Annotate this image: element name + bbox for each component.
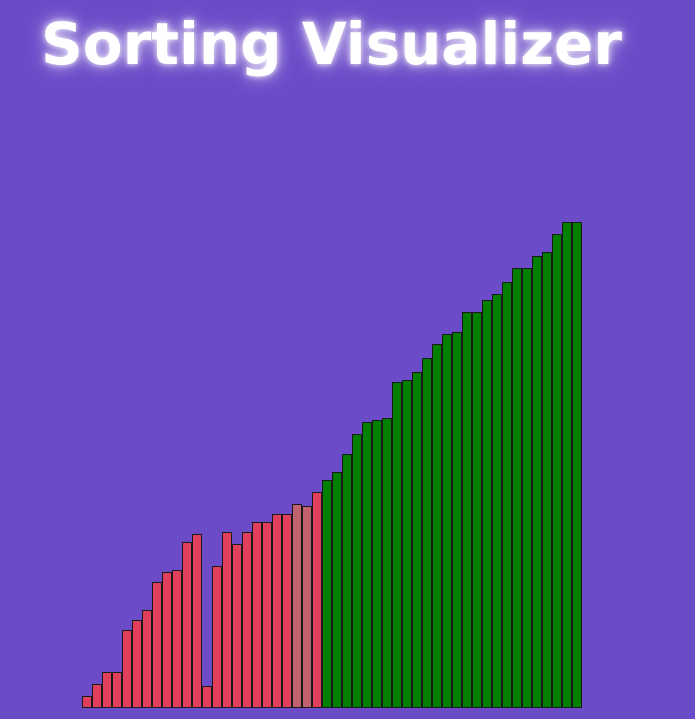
array-bar — [562, 222, 572, 708]
array-bar — [322, 480, 332, 708]
array-bar — [122, 630, 132, 708]
array-bar — [482, 300, 492, 708]
array-bar — [312, 492, 322, 708]
array-bar — [202, 686, 212, 708]
array-bar — [242, 532, 252, 708]
array-bar — [462, 312, 472, 708]
array-bar — [492, 294, 502, 708]
array-bar — [502, 282, 512, 708]
array-bar — [402, 380, 412, 708]
array-bar — [512, 268, 522, 708]
page-title: Sorting Visualizer — [41, 10, 622, 78]
array-bar — [102, 672, 112, 708]
array-bar — [342, 454, 352, 708]
array-bar — [382, 418, 392, 708]
array-bar — [352, 434, 362, 708]
array-bar — [162, 572, 172, 708]
array-bar — [132, 620, 142, 708]
array-bar — [392, 382, 402, 708]
array-bar — [92, 684, 102, 708]
array-bar — [442, 334, 452, 708]
array-bar — [232, 544, 242, 708]
array-bar — [542, 252, 552, 708]
array-bar — [532, 256, 542, 708]
array-bar — [82, 696, 92, 708]
array-bar — [362, 422, 372, 708]
array-bar — [212, 566, 222, 708]
array-bar — [252, 522, 262, 708]
array-bar — [262, 522, 272, 708]
array-bar — [412, 372, 422, 708]
array-bar — [572, 222, 582, 708]
array-bar — [112, 672, 122, 708]
array-bar — [222, 532, 232, 708]
array-bar — [142, 610, 152, 708]
array-bar — [192, 534, 202, 708]
array-bars-container — [82, 0, 582, 708]
array-bar — [472, 312, 482, 708]
array-bar — [522, 268, 532, 708]
array-bar — [302, 506, 312, 708]
array-bar — [152, 582, 162, 708]
array-bar — [332, 472, 342, 708]
array-bar — [292, 504, 302, 708]
array-bar — [432, 344, 442, 708]
array-bar — [372, 420, 382, 708]
array-bar — [422, 358, 432, 708]
array-bar — [172, 570, 182, 708]
array-bar — [272, 514, 282, 708]
array-bar — [282, 514, 292, 708]
array-bar — [452, 332, 462, 708]
array-bar — [552, 234, 562, 708]
array-bar — [182, 542, 192, 708]
